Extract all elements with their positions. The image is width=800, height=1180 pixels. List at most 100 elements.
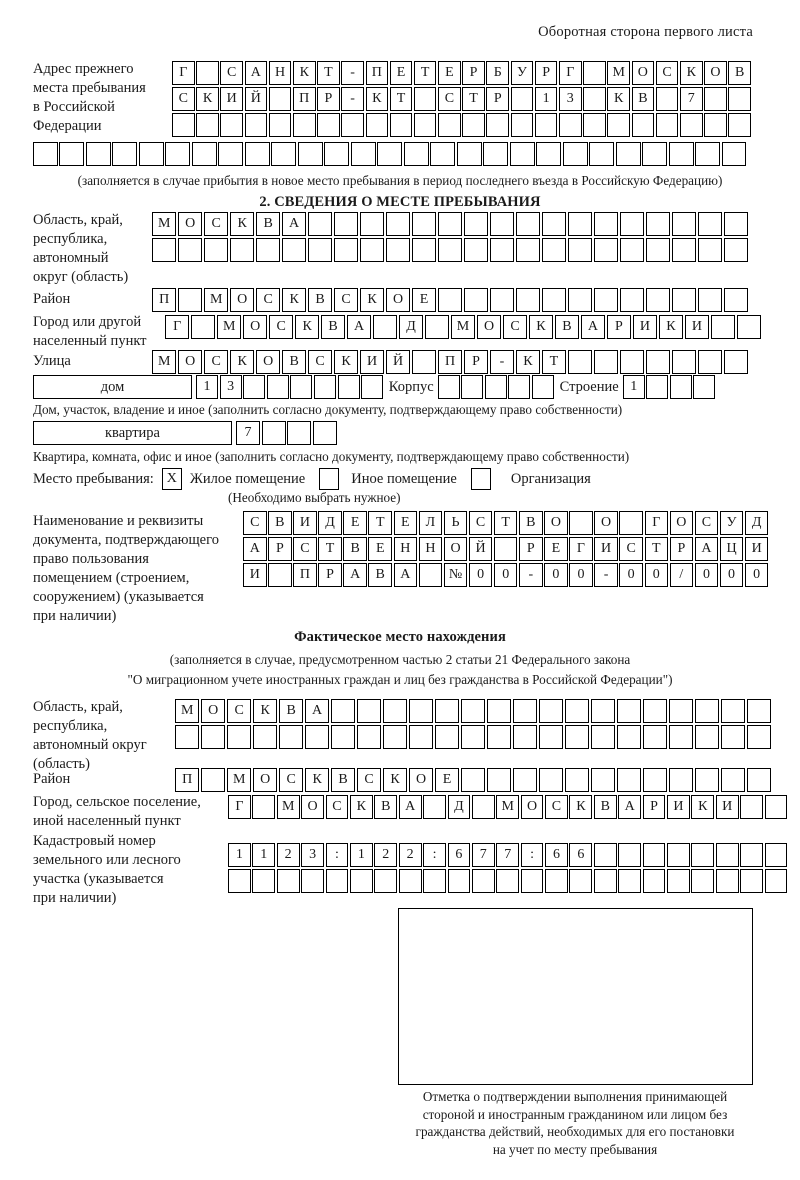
char-cell[interactable]: Р <box>534 61 558 85</box>
char-cell[interactable]: № <box>443 563 468 587</box>
char-cell[interactable]: 0 <box>493 563 518 587</box>
char-cell[interactable] <box>619 288 645 312</box>
char-cell[interactable]: Р <box>318 563 342 587</box>
char-cell[interactable] <box>515 212 541 236</box>
char-cell[interactable] <box>324 142 350 166</box>
char-cell[interactable] <box>271 142 297 166</box>
char-cell[interactable] <box>418 563 443 587</box>
char-cell[interactable]: И <box>684 315 710 339</box>
char-cell[interactable] <box>359 238 385 262</box>
char-cell[interactable] <box>704 113 727 137</box>
char-cell[interactable] <box>489 288 515 312</box>
char-cell[interactable] <box>740 795 763 819</box>
char-cell[interactable] <box>618 869 642 893</box>
char-cell[interactable]: В <box>330 768 356 792</box>
char-cell[interactable]: В <box>728 61 751 85</box>
char-cell[interactable] <box>220 113 243 137</box>
char-cell[interactable]: С <box>502 315 528 339</box>
char-cell[interactable] <box>59 142 85 166</box>
char-cell[interactable]: 6 <box>447 843 471 867</box>
char-cell[interactable]: С <box>325 795 349 819</box>
char-cell[interactable] <box>509 142 535 166</box>
char-cell[interactable]: К <box>679 61 703 85</box>
char-cell[interactable] <box>589 142 615 166</box>
char-cell[interactable] <box>541 238 567 262</box>
char-cell[interactable] <box>510 87 534 111</box>
char-cell[interactable] <box>723 288 749 312</box>
char-cell[interactable] <box>538 725 564 749</box>
char-cell[interactable] <box>559 113 582 137</box>
char-cell[interactable]: О <box>476 315 502 339</box>
char-cell[interactable]: Б <box>486 61 510 85</box>
char-cell[interactable]: М <box>203 288 229 312</box>
char-cell[interactable]: 0 <box>694 563 719 587</box>
char-cell[interactable]: С <box>655 61 679 85</box>
char-cell[interactable] <box>569 869 593 893</box>
char-cell[interactable]: М <box>152 350 177 374</box>
char-cell[interactable] <box>534 113 558 137</box>
char-cell[interactable] <box>330 725 356 749</box>
char-cell[interactable] <box>567 238 593 262</box>
char-cell[interactable]: Р <box>317 87 340 111</box>
char-cell[interactable] <box>356 725 382 749</box>
char-cell[interactable] <box>541 288 567 312</box>
char-cell[interactable] <box>462 113 485 137</box>
char-cell[interactable]: 3 <box>559 87 582 111</box>
char-cell[interactable] <box>693 375 716 399</box>
char-cell[interactable] <box>461 375 484 399</box>
char-cell[interactable] <box>619 350 645 374</box>
char-cell[interactable] <box>423 795 446 819</box>
char-cell[interactable] <box>564 725 590 749</box>
char-cell[interactable]: К <box>229 212 255 236</box>
char-cell[interactable]: П <box>437 350 463 374</box>
char-cell[interactable]: С <box>203 212 229 236</box>
char-cell[interactable]: О <box>301 795 324 819</box>
char-cell[interactable] <box>287 421 312 445</box>
char-cell[interactable] <box>715 869 739 893</box>
char-cell[interactable] <box>764 843 788 867</box>
char-cell[interactable] <box>361 375 384 399</box>
char-cell[interactable] <box>615 142 641 166</box>
char-cell[interactable]: С <box>268 315 294 339</box>
char-cell[interactable]: 2 <box>276 843 300 867</box>
char-cell[interactable]: Й <box>244 87 268 111</box>
char-cell[interactable]: О <box>229 288 255 312</box>
char-cell[interactable]: Г <box>569 537 593 561</box>
char-cell[interactable]: К <box>365 87 389 111</box>
char-cell[interactable]: Д <box>318 511 342 535</box>
char-cell[interactable] <box>564 699 590 723</box>
char-cell[interactable] <box>301 869 324 893</box>
char-cell[interactable] <box>764 795 788 819</box>
char-cell[interactable]: И <box>594 537 618 561</box>
char-cell[interactable]: Т <box>389 87 413 111</box>
char-cell[interactable] <box>645 238 671 262</box>
char-cell[interactable] <box>372 315 398 339</box>
char-cell[interactable] <box>593 350 619 374</box>
char-cell[interactable] <box>200 768 226 792</box>
char-cell[interactable] <box>382 699 408 723</box>
char-cell[interactable]: П <box>293 563 317 587</box>
char-cell[interactable] <box>593 212 619 236</box>
char-cell[interactable]: Т <box>541 350 567 374</box>
char-cell[interactable]: 1 <box>534 87 558 111</box>
char-cell[interactable]: 7 <box>679 87 703 111</box>
char-cell[interactable] <box>590 699 616 723</box>
char-cell[interactable]: - <box>594 563 618 587</box>
char-cell[interactable] <box>746 699 772 723</box>
char-cell[interactable] <box>691 843 715 867</box>
char-cell[interactable] <box>671 212 697 236</box>
char-cell[interactable] <box>642 768 668 792</box>
char-cell[interactable]: С <box>220 61 243 85</box>
char-cell[interactable]: К <box>333 350 359 374</box>
char-cell[interactable] <box>165 142 191 166</box>
char-cell[interactable]: О <box>200 699 226 723</box>
char-cell[interactable] <box>356 699 382 723</box>
char-cell[interactable] <box>203 238 229 262</box>
char-cell[interactable] <box>471 795 495 819</box>
